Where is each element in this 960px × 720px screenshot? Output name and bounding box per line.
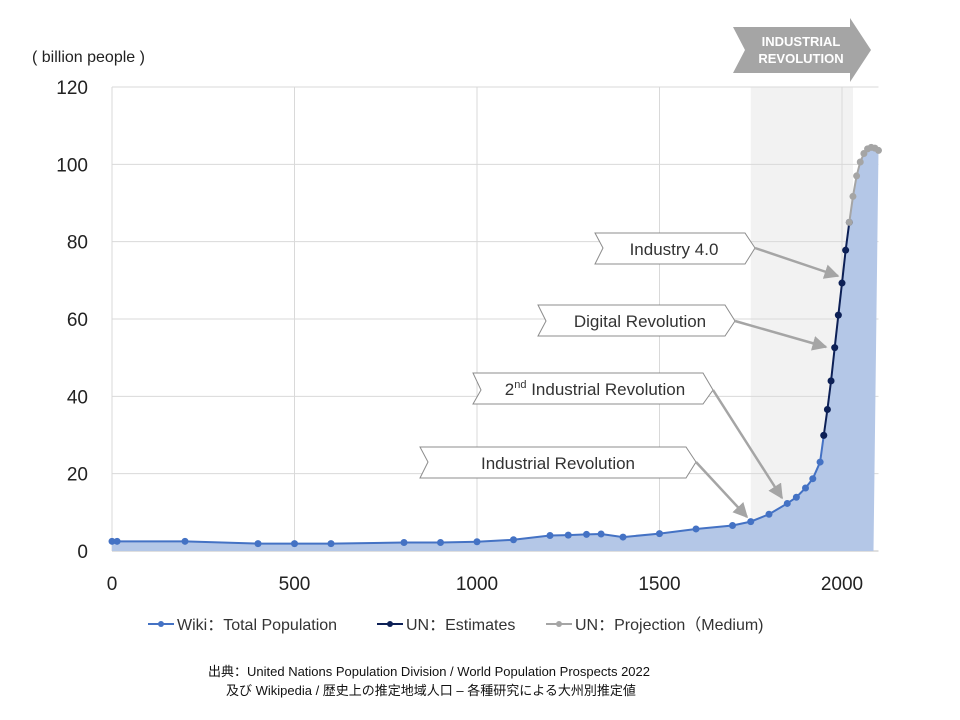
source-line-2: 及び Wikipedia / 歴史上の推定地域人口 – 各種研究による大州別推定…: [226, 683, 636, 698]
data-point: [809, 475, 817, 483]
y-tick-label: 60: [67, 310, 88, 331]
legend-un-estimates: UN：Estimates: [377, 617, 515, 634]
x-tick-label: 2000: [821, 574, 863, 595]
data-point: [802, 484, 809, 492]
data-point: [729, 521, 736, 529]
data-point: [875, 146, 882, 154]
annotation-2nd-industrial-revolution: 2nd Industrial Revolution: [472, 372, 784, 500]
data-point: [510, 536, 517, 544]
y-tick-label: 20: [67, 465, 88, 486]
x-tick-label: 1500: [638, 574, 680, 595]
data-point: [845, 218, 853, 226]
data-point: [747, 518, 755, 526]
legend-un-projection: UN：Projection（Medium): [546, 616, 764, 634]
svg-text:Wiki：Total Population: Wiki：Total Population: [177, 617, 337, 634]
data-point: [838, 279, 846, 287]
data-point: [842, 246, 850, 254]
source-line-1: 出典：United Nations Population Division / …: [208, 664, 650, 679]
data-point: [254, 540, 262, 548]
data-point: [820, 431, 828, 439]
x-tick-label: 0: [107, 574, 118, 595]
data-point: [656, 530, 663, 538]
svg-text:2nd Industrial Revolution: 2nd Industrial Revolution: [505, 379, 685, 399]
data-point: [327, 540, 335, 548]
data-point: [827, 377, 835, 385]
annotation-digital-revolution: Digital Revolution: [537, 304, 828, 351]
industrial-revolution-banner: INDUSTRIAL REVOLUTION: [733, 18, 871, 82]
data-point: [546, 532, 554, 540]
y-tick-label: 80: [67, 233, 88, 254]
data-point: [108, 537, 116, 545]
data-point: [181, 537, 189, 545]
data-point: [583, 530, 590, 538]
data-point: [823, 405, 831, 413]
banner-label: INDUSTRIAL REVOLUTION: [758, 34, 844, 66]
y-tick-label: 100: [56, 155, 88, 176]
svg-text:UN：Projection（Medium): UN：Projection（Medium): [575, 616, 764, 634]
data-point: [113, 537, 121, 545]
svg-text:Industry 4.0: Industry 4.0: [630, 240, 719, 259]
data-point: [692, 525, 700, 533]
data-point: [473, 538, 481, 546]
data-point: [597, 530, 605, 538]
svg-text:UN：Estimates: UN：Estimates: [406, 617, 515, 634]
y-tick-label: 40: [67, 387, 88, 408]
data-point: [765, 510, 773, 518]
legend: Wiki：Total Population UN：Estimates UN：Pr…: [148, 616, 764, 634]
population-area: [112, 147, 879, 551]
data-point: [856, 158, 864, 166]
data-point: [783, 499, 791, 507]
data-point: [291, 540, 298, 548]
data-point: [792, 493, 800, 501]
data-point: [437, 538, 444, 546]
x-tick-label: 500: [279, 574, 311, 595]
y-tick-label: 0: [77, 542, 88, 563]
y-axis-label: ( billion people ): [32, 49, 145, 66]
annotation-industrial-revolution: Industrial Revolution: [419, 446, 749, 519]
data-point: [619, 533, 627, 541]
svg-text:Industrial Revolution: Industrial Revolution: [481, 454, 635, 473]
data-point: [831, 344, 839, 352]
data-point: [849, 192, 857, 200]
data-point: [816, 458, 824, 466]
data-point: [564, 531, 572, 539]
data-point: [834, 311, 842, 319]
series-line-1: [822, 222, 851, 436]
y-tick-label: 120: [56, 78, 88, 99]
svg-text:Digital Revolution: Digital Revolution: [574, 312, 706, 331]
x-tick-label: 1000: [456, 574, 498, 595]
legend-wiki: Wiki：Total Population: [148, 617, 337, 634]
annotation-industry-4: Industry 4.0: [594, 232, 840, 279]
data-point: [400, 538, 408, 546]
data-point: [853, 172, 861, 180]
